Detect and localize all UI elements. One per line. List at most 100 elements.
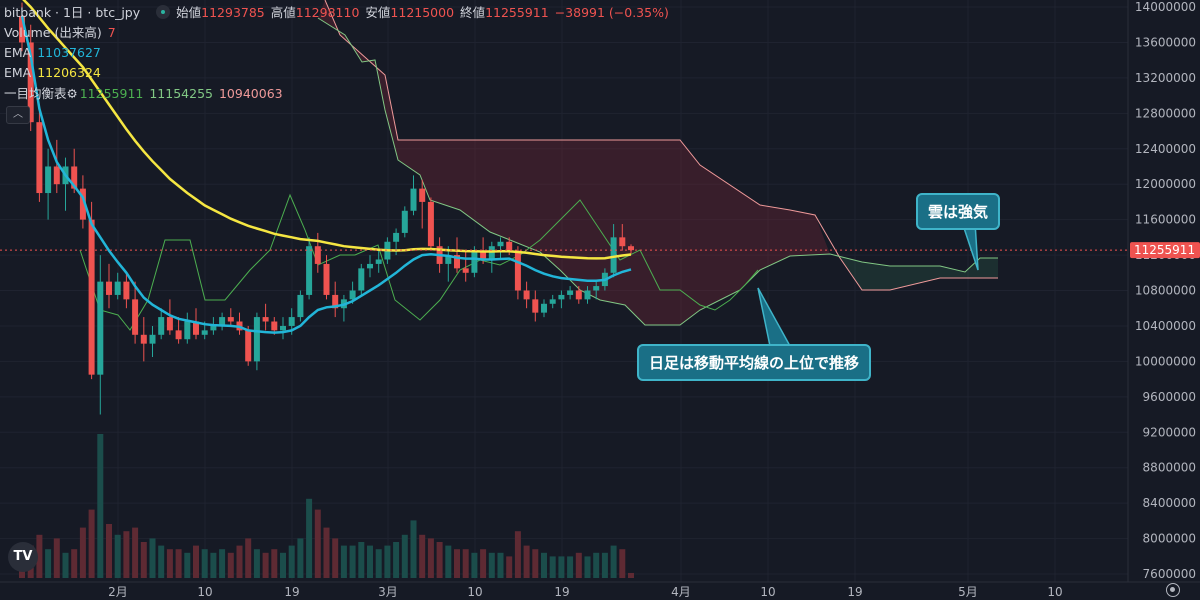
current-price-label: 11255911 xyxy=(1134,243,1195,257)
symbol-title[interactable]: bitbank · 1日 · btc_jpy xyxy=(4,5,141,20)
y-tick-label: 9200000 xyxy=(1143,425,1196,439)
low-label: 安値 xyxy=(365,5,391,20)
x-tick-label: 10 xyxy=(1047,585,1062,599)
change-value: −38991 (−0.35%) xyxy=(554,5,669,20)
y-tick-label: 14000000 xyxy=(1135,0,1196,14)
volume-bar xyxy=(271,549,278,578)
ema-slow-label: EMA xyxy=(4,65,32,80)
legend-volume[interactable]: Volume (出来高) 7 xyxy=(4,25,122,41)
candle-body xyxy=(114,281,121,295)
volume-bar xyxy=(79,527,86,578)
volume-bar xyxy=(280,552,286,578)
candle-body xyxy=(480,250,487,260)
volume-bar xyxy=(541,552,547,578)
y-tick-label: 12800000 xyxy=(1135,106,1196,120)
candle-body xyxy=(227,317,234,322)
senkou-span-b-line xyxy=(324,0,998,291)
legend-ema-slow[interactable]: EMA 11206324 xyxy=(4,65,107,81)
y-tick-label: 11600000 xyxy=(1135,213,1196,227)
candle-body xyxy=(541,303,547,313)
candle-body xyxy=(523,290,530,300)
settings-gear-icon[interactable] xyxy=(1166,583,1180,597)
candle-body xyxy=(193,321,199,335)
volume-bar xyxy=(393,542,400,578)
candle-body xyxy=(375,259,382,264)
candle-body xyxy=(140,334,147,344)
volume-bar xyxy=(584,556,591,578)
x-axis: 2月 10 19 3月 10 19 4月 10 19 5月 10 xyxy=(0,581,1200,599)
volume-bar xyxy=(575,552,582,578)
candlesticks xyxy=(19,2,634,415)
ichimoku-label: 一目均衡表 xyxy=(4,86,67,101)
candle-body xyxy=(401,210,408,233)
volume-bar xyxy=(497,552,504,578)
collapse-legend-button[interactable]: ︿ xyxy=(6,106,30,124)
volume-bar xyxy=(332,538,339,578)
candle-body xyxy=(497,241,504,247)
y-tick-label: 10400000 xyxy=(1135,319,1196,333)
volume-bar xyxy=(88,509,95,578)
volume-bar xyxy=(245,538,252,578)
candle-body xyxy=(201,330,208,335)
candle-body xyxy=(27,42,34,123)
volume-bar xyxy=(367,545,373,578)
candle-body xyxy=(253,317,260,362)
volume-bars xyxy=(19,434,634,578)
eye-icon[interactable] xyxy=(156,5,171,19)
ichimoku-value-3: 10940063 xyxy=(218,86,283,101)
volume-bar xyxy=(201,549,208,578)
y-tick-label: 8400000 xyxy=(1143,496,1196,510)
candle-body xyxy=(45,166,52,194)
current-price-tag: 11255911 xyxy=(1130,242,1200,259)
candle-body xyxy=(462,268,469,273)
x-tick-label: 19 xyxy=(284,585,299,599)
ema-slow-line xyxy=(22,0,632,260)
y-tick-label: 10800000 xyxy=(1135,284,1196,298)
legend-ema-fast[interactable]: EMA 11037627 xyxy=(4,45,107,61)
candle-body xyxy=(123,281,130,300)
candle-body xyxy=(166,317,173,331)
ema-fast-label: EMA xyxy=(4,45,32,60)
callout-pointer-daily xyxy=(757,287,792,347)
volume-bar xyxy=(610,545,617,578)
volume-bar xyxy=(593,552,600,578)
volume-bar xyxy=(454,549,460,578)
volume-bar xyxy=(219,549,226,578)
ema-fast-value: 11037627 xyxy=(37,45,101,60)
legend-ichimoku[interactable]: 一目均衡表⚙ 11255911 11154255 10940063 xyxy=(4,86,289,102)
volume-bar xyxy=(36,534,43,578)
volume-bar xyxy=(175,549,182,578)
candle-body xyxy=(19,15,25,43)
candle-body xyxy=(106,281,112,295)
volume-value: 7 xyxy=(107,25,116,40)
candle-body xyxy=(79,188,86,220)
candle-body xyxy=(297,294,304,318)
volume-bar xyxy=(114,534,121,578)
x-tick-label: 3月 xyxy=(378,585,398,599)
legend-main: bitbank · 1日 · btc_jpy 始値11293785 高値112981… xyxy=(4,5,675,21)
candle-body xyxy=(593,286,600,291)
candle-body xyxy=(393,232,400,242)
kumo-cloud-bullish xyxy=(830,254,998,290)
volume-bar xyxy=(558,556,565,578)
volume-bar xyxy=(427,538,434,578)
kumo-cloud-bearish xyxy=(318,0,830,325)
volume-bar xyxy=(314,509,321,578)
tradingview-logo[interactable]: TV xyxy=(8,542,38,572)
ichimoku-settings-icon[interactable]: ⚙ xyxy=(66,86,78,101)
candle-body xyxy=(410,188,417,211)
close-value: 11255911 xyxy=(485,5,549,20)
callout-daily-above-ma: 日足は移動平均線の上位で推移 xyxy=(637,344,872,381)
candle-body xyxy=(514,250,521,291)
volume-bar xyxy=(506,556,513,578)
volume-bar xyxy=(471,552,478,578)
low-value: 11215000 xyxy=(390,5,455,20)
volume-bar xyxy=(297,538,304,578)
volume-bar xyxy=(375,549,382,578)
chikou-span-line xyxy=(79,193,759,331)
candle-body xyxy=(262,317,269,322)
volume-bar xyxy=(132,527,139,578)
y-tick-label: 13200000 xyxy=(1135,71,1196,85)
volume-bar xyxy=(140,542,147,578)
